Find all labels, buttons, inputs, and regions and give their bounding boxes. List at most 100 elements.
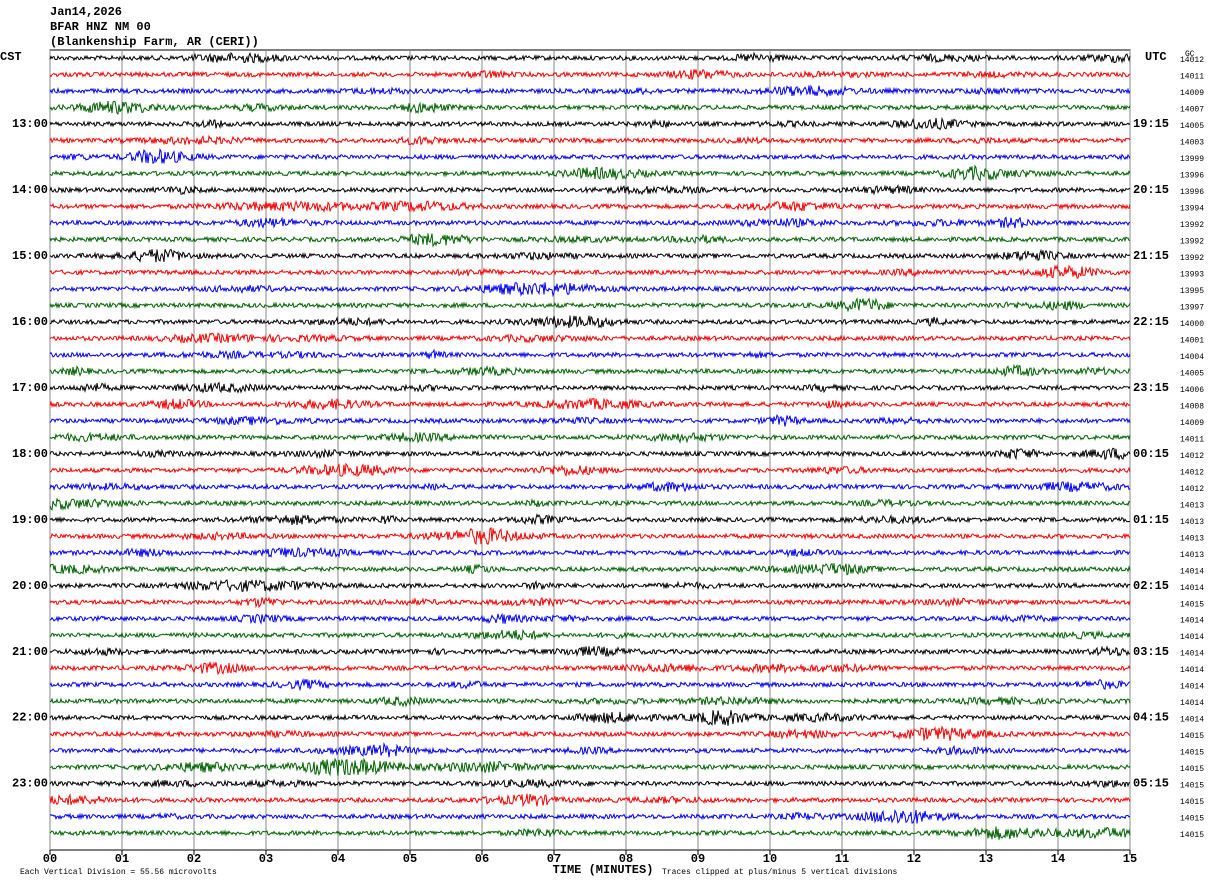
- trace: [49, 363, 1131, 378]
- row-code: 14013: [1180, 501, 1204, 510]
- cst-label: 18:00: [12, 447, 48, 461]
- row-code: 14013: [1180, 518, 1204, 527]
- x-tick-label: 10: [763, 852, 777, 866]
- trace: [49, 645, 1131, 657]
- cst-label: 21:00: [12, 645, 48, 659]
- trace: [49, 51, 1131, 64]
- utc-label: 19:15: [1133, 117, 1169, 131]
- x-tick-label: 15: [1123, 852, 1137, 866]
- left-zone: CST: [0, 50, 22, 64]
- trace: [49, 725, 1131, 741]
- trace: [49, 315, 1131, 329]
- trace: [49, 778, 1131, 789]
- trace: [49, 578, 1131, 593]
- utc-label: 01:15: [1133, 513, 1169, 527]
- utc-label: 05:15: [1133, 777, 1169, 791]
- row-code: 13999: [1180, 155, 1204, 164]
- row-code: 14015: [1180, 600, 1204, 609]
- trace: [49, 282, 1131, 298]
- utc-label: 22:15: [1133, 315, 1169, 329]
- cst-label: 17:00: [12, 381, 48, 395]
- right-zone: UTC: [1145, 50, 1167, 64]
- trace: [49, 84, 1131, 98]
- row-code: 14012: [1180, 485, 1204, 494]
- row-code: 13992: [1180, 237, 1204, 246]
- trace: [49, 148, 1131, 165]
- row-code: 14014: [1180, 716, 1204, 725]
- trace: [49, 809, 1131, 824]
- trace: [49, 248, 1131, 263]
- row-code: 14009: [1180, 89, 1204, 98]
- cst-label: 15:00: [12, 249, 48, 263]
- row-code: 14003: [1180, 139, 1204, 148]
- row-code: 14014: [1180, 650, 1204, 659]
- trace: [49, 710, 1131, 726]
- row-code: 13994: [1180, 205, 1204, 214]
- x-tick-label: 09: [691, 852, 705, 866]
- x-tick-label: 01: [115, 852, 129, 866]
- x-tick-label: 03: [259, 852, 273, 866]
- row-code: 14015: [1180, 815, 1204, 824]
- row-code: 14015: [1180, 732, 1204, 741]
- row-code: 14014: [1180, 699, 1204, 708]
- row-code: 14009: [1180, 419, 1204, 428]
- x-tick-label: 00: [43, 852, 57, 866]
- trace: [49, 741, 1131, 758]
- trace: [49, 526, 1131, 546]
- trace: [49, 826, 1131, 840]
- trace: [49, 757, 1131, 777]
- trace: [49, 233, 1131, 248]
- cst-label: 16:00: [12, 315, 48, 329]
- trace: [49, 68, 1131, 80]
- row-code: 14015: [1180, 831, 1204, 840]
- x-tick-label: 04: [331, 852, 345, 866]
- row-code: 13996: [1180, 172, 1204, 181]
- row-code: 14014: [1180, 617, 1204, 626]
- row-code: 14013: [1180, 534, 1204, 543]
- row-code: 14014: [1180, 666, 1204, 675]
- trace: [49, 431, 1131, 444]
- x-tick-label: 14: [1051, 852, 1065, 866]
- clip-note: Traces clipped at plus/minus 5 vertical …: [662, 868, 897, 877]
- trace: [49, 332, 1131, 344]
- trace: [49, 480, 1131, 493]
- row-code: 13996: [1180, 188, 1204, 197]
- row-code: 14015: [1180, 749, 1204, 758]
- row-code: 14015: [1180, 765, 1204, 774]
- trace: [49, 462, 1131, 478]
- trace: [49, 513, 1131, 526]
- row-code: 14011: [1180, 435, 1204, 444]
- row-code: 14012: [1180, 56, 1204, 65]
- row-code: 14007: [1180, 106, 1204, 115]
- trace: [49, 297, 1131, 313]
- cst-label: 13:00: [12, 117, 48, 131]
- trace: [49, 447, 1131, 461]
- row-code: 14014: [1180, 567, 1204, 576]
- trace: [49, 498, 1131, 511]
- utc-label: 03:15: [1133, 645, 1169, 659]
- row-code: 14012: [1180, 452, 1204, 461]
- x-tick-label: 11: [835, 852, 849, 866]
- trace: [49, 562, 1131, 576]
- utc-label: 20:15: [1133, 183, 1169, 197]
- row-code: 14005: [1180, 369, 1204, 378]
- cst-label: 22:00: [12, 711, 48, 725]
- cst-label: 20:00: [12, 579, 48, 593]
- row-code: 14011: [1180, 73, 1204, 82]
- subtitle: BFAR HNZ NM 00: [50, 20, 151, 34]
- utc-label: 21:15: [1133, 249, 1169, 263]
- trace: [49, 414, 1131, 427]
- trace: [49, 677, 1131, 692]
- row-code: 14001: [1180, 336, 1204, 345]
- row-code: 14014: [1180, 584, 1204, 593]
- cst-label: 14:00: [12, 183, 48, 197]
- trace: [49, 695, 1131, 708]
- trace: [49, 116, 1131, 131]
- x-tick-label: 08: [619, 852, 633, 866]
- utc-label: 23:15: [1133, 381, 1169, 395]
- trace: [49, 793, 1131, 808]
- utc-label: 00:15: [1133, 447, 1169, 461]
- station: (Blankenship Farm, AR (CERI)): [50, 35, 259, 49]
- trace: [49, 612, 1131, 625]
